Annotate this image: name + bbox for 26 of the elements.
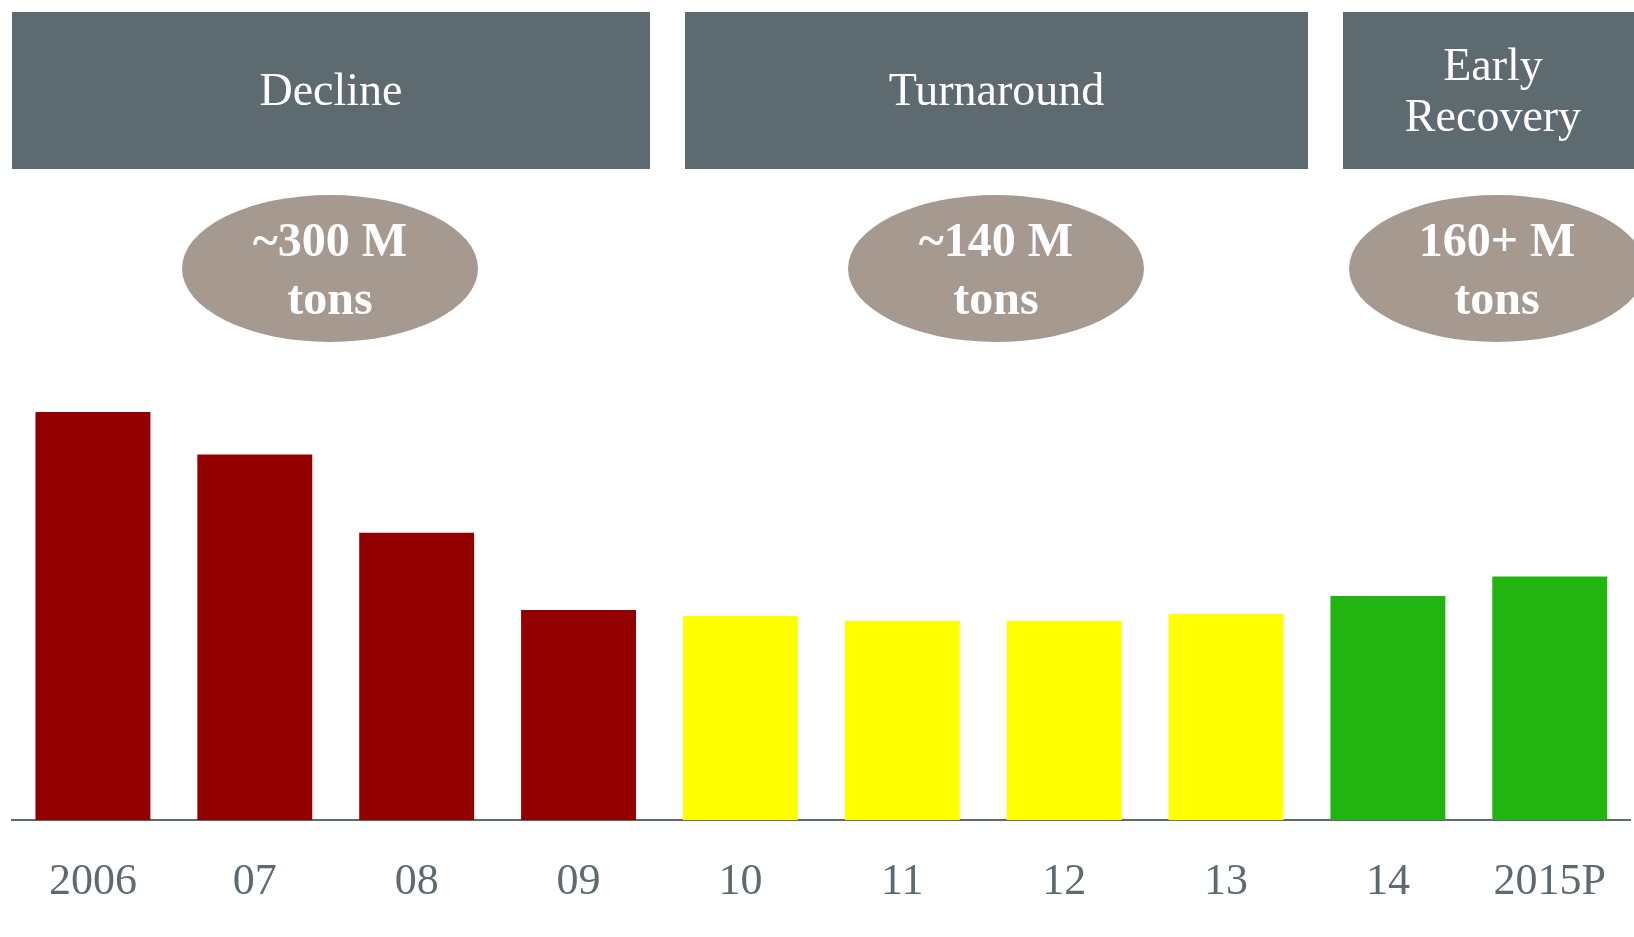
- x-tick-label: 10: [718, 855, 763, 905]
- x-tick-label: 07: [232, 855, 277, 905]
- bar: [1492, 576, 1608, 821]
- x-tick-label: 09: [556, 855, 601, 905]
- bar: [35, 412, 151, 821]
- text: Turnaround: [685, 12, 1308, 169]
- x-tick-label: 14: [1365, 855, 1410, 905]
- bar: [844, 621, 960, 821]
- x-tick-label: 08: [394, 855, 439, 905]
- x-tick-label: 12: [1042, 855, 1087, 905]
- bar: [682, 616, 798, 821]
- text: ~140 M tons: [848, 195, 1144, 342]
- bar: [1006, 621, 1122, 821]
- bar: [1330, 596, 1446, 821]
- text: ~300 M tons: [182, 195, 478, 342]
- text: Early Recovery: [1343, 12, 1634, 169]
- bar: [1168, 614, 1284, 821]
- bar: [197, 454, 313, 821]
- x-tick-label: 11: [881, 855, 924, 905]
- text: Decline: [12, 12, 650, 169]
- bar: [359, 532, 475, 821]
- x-tick-label: 2006: [48, 855, 137, 905]
- x-tick-label: 13: [1204, 855, 1249, 905]
- x-tick-label: 2015P: [1493, 855, 1607, 905]
- bar: [521, 609, 637, 821]
- text: 160+ M tons: [1349, 195, 1634, 342]
